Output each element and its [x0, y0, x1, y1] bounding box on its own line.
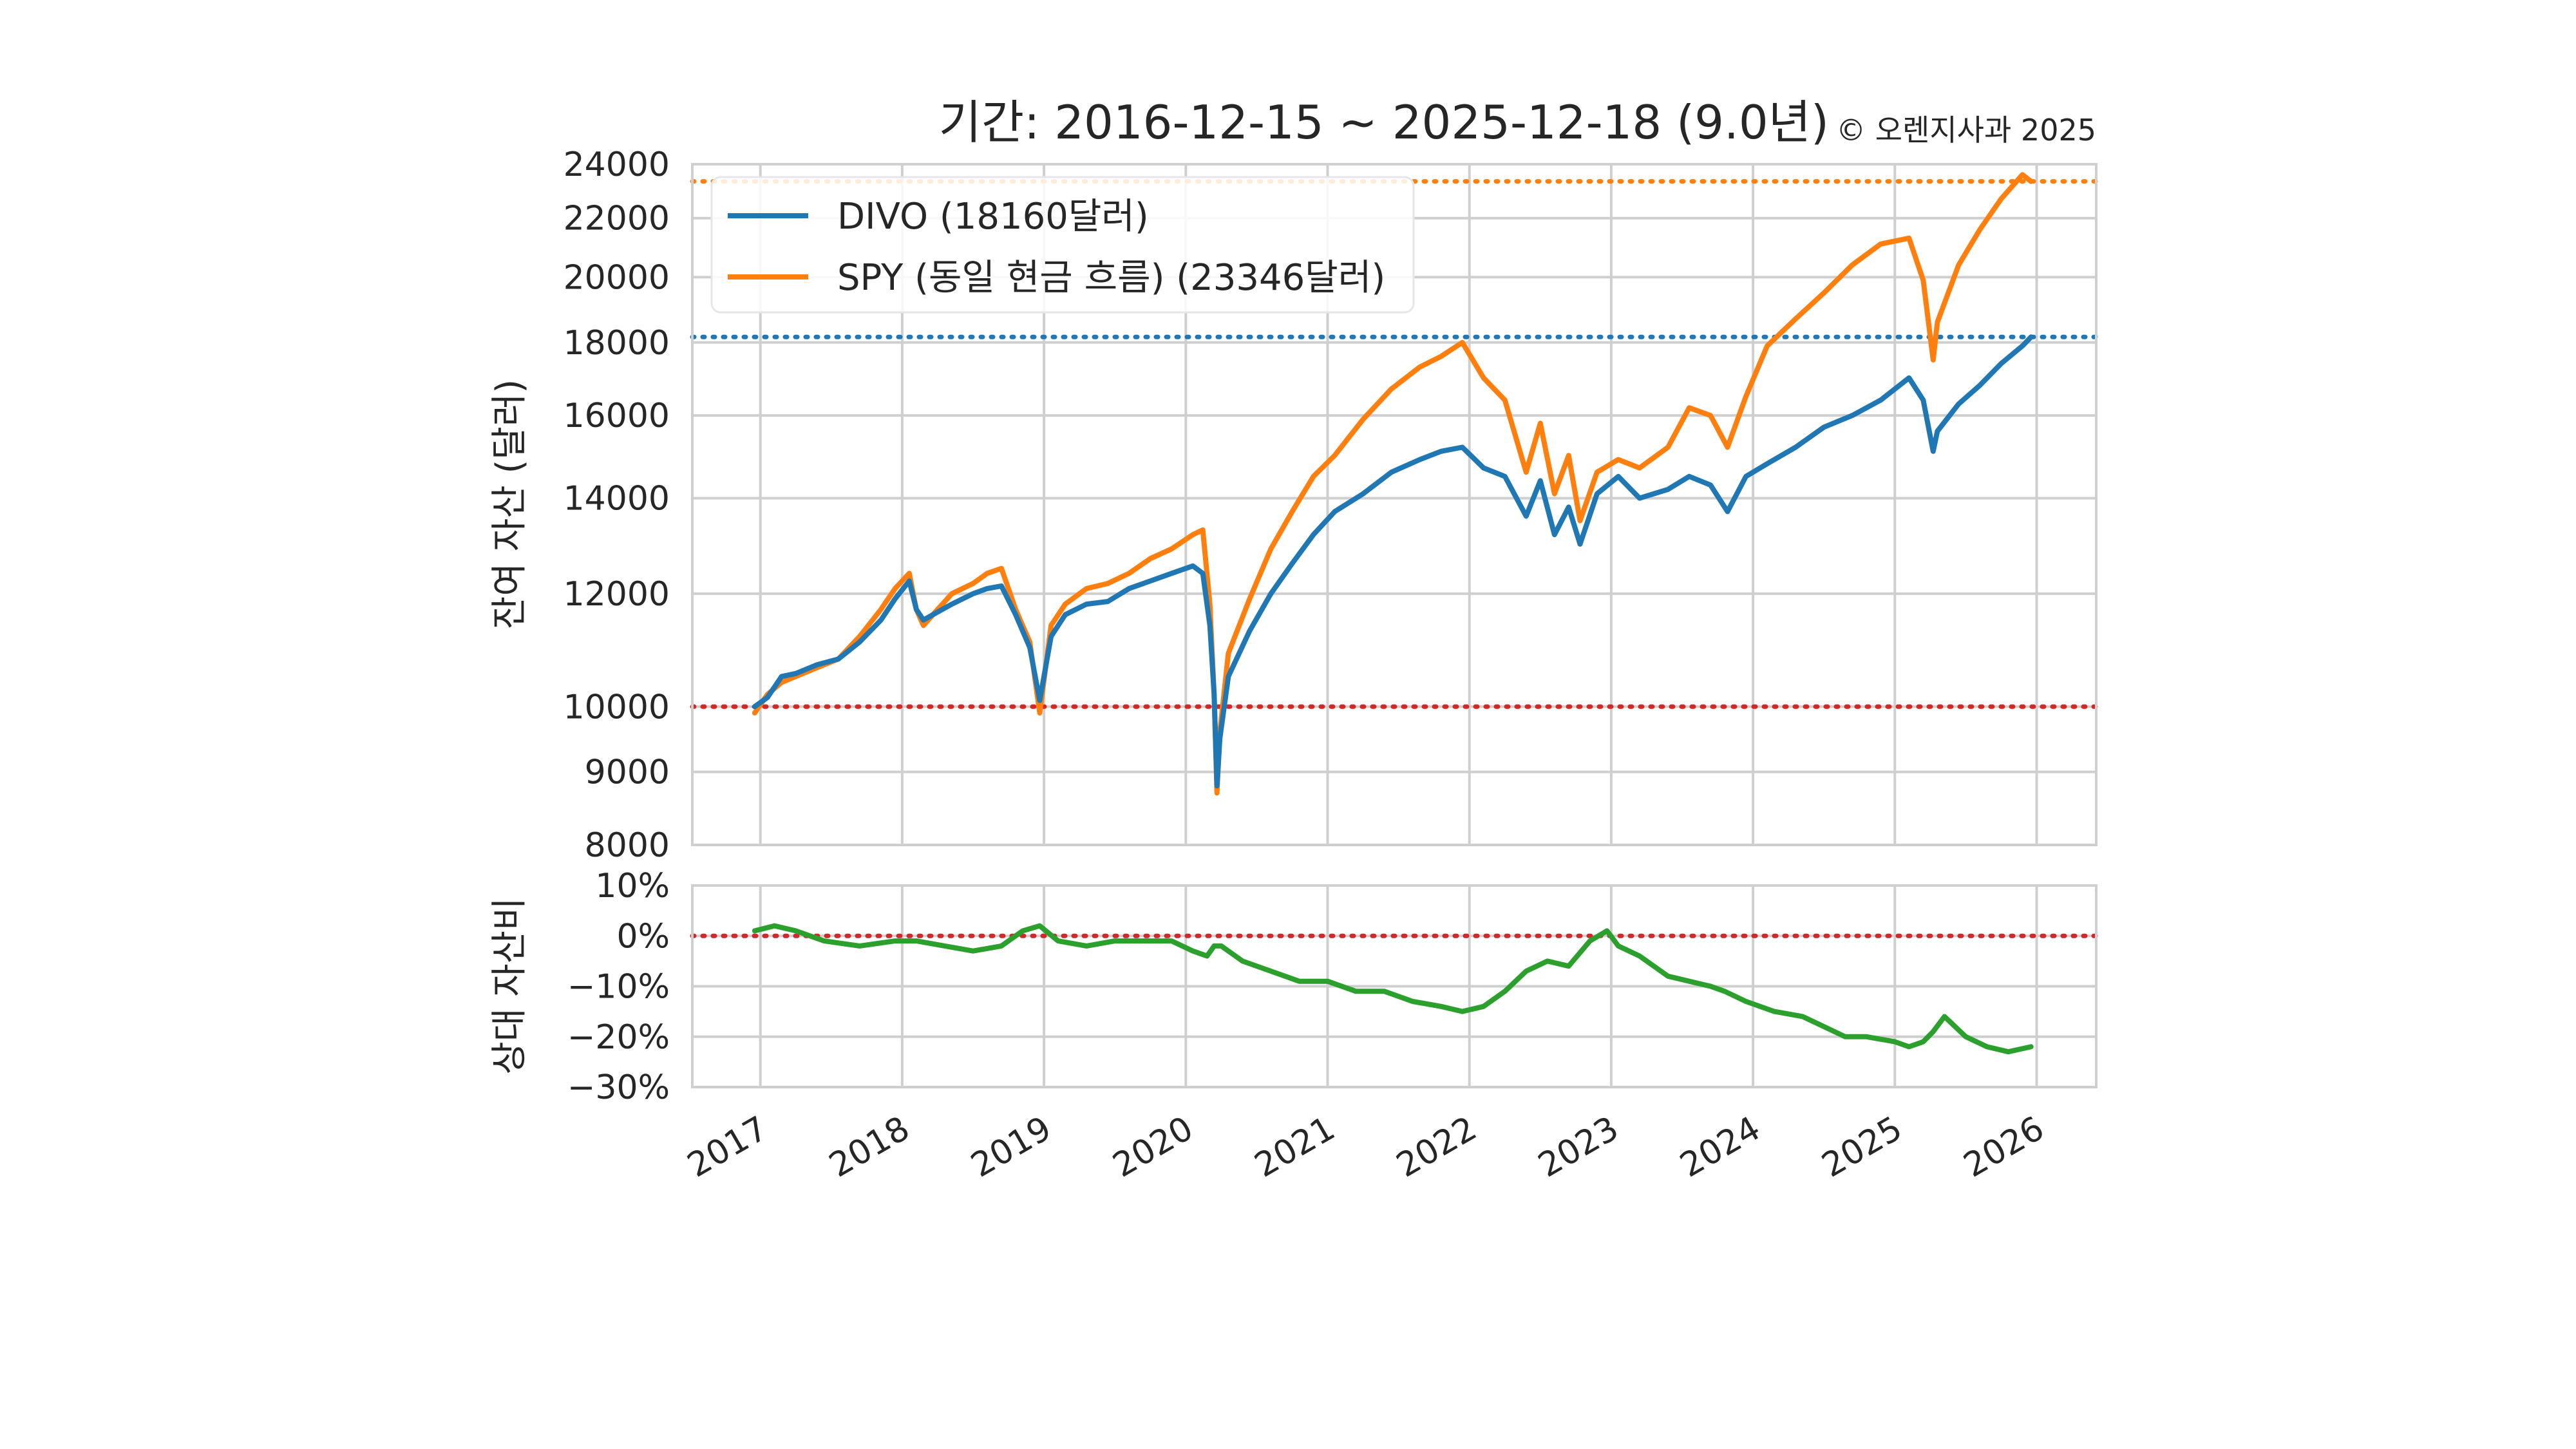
bottom-y-tick-2: −10% — [567, 968, 670, 1007]
top-y-tick-9000: 9000 — [585, 753, 670, 792]
x-tick-2019: 2019 — [965, 1109, 1058, 1185]
x-tick-2026: 2026 — [1957, 1109, 2050, 1185]
legend-box — [710, 176, 1415, 314]
bottom-y-tick-labels: −30% −20% −10% 0% 10% — [567, 867, 670, 1107]
bottom-panel-frame — [691, 884, 2098, 1088]
top-y-tick-10000: 10000 — [564, 688, 670, 726]
top-y-tick-24000: 24000 — [564, 146, 670, 184]
x-tick-2022: 2022 — [1390, 1109, 1484, 1185]
bottom-panel: −30% −20% −10% 0% 10% 상대 자산비 2017 2018 2019 202… — [489, 867, 2099, 1185]
legend-label-divo: DIVO (18160달러) — [837, 196, 1149, 238]
bottom-series-lines — [752, 923, 2034, 1055]
bottom-y-tick-1: −20% — [567, 1018, 670, 1057]
bottom-y-tick-3: 0% — [617, 917, 670, 956]
top-y-tick-labels: 8000 9000 10000 12000 14000 16000 18000 20000 22… — [564, 146, 670, 865]
x-tick-2017: 2017 — [681, 1109, 775, 1185]
x-tick-2025: 2025 — [1815, 1109, 1909, 1185]
top-y-tick-20000: 20000 — [564, 258, 670, 297]
x-tick-2018: 2018 — [823, 1109, 916, 1185]
top-y-tick-8000: 8000 — [585, 826, 670, 865]
series-line-divo — [752, 334, 2034, 789]
top-y-tick-18000: 18000 — [564, 324, 670, 363]
top-y-tick-14000: 14000 — [564, 480, 670, 518]
x-tick-2020: 2020 — [1106, 1109, 1200, 1185]
x-tick-2024: 2024 — [1674, 1109, 1767, 1185]
x-tick-2021: 2021 — [1248, 1109, 1341, 1185]
chart-copyright: © 오렌지사과 2025 — [1836, 113, 2096, 147]
bottom-y-tick-0: −30% — [567, 1068, 670, 1107]
series-line-relative-ratio — [752, 923, 2034, 1055]
chart-title: 기간: 2016-12-15 ~ 2025-12-18 (9.0년) — [939, 95, 1829, 149]
bottom-y-tick-4: 10% — [595, 867, 670, 905]
top-panel: 8000 9000 10000 12000 14000 16000 18000 20000 22… — [489, 146, 2099, 865]
top-y-tick-12000: 12000 — [564, 575, 670, 614]
top-series-lines — [752, 172, 2034, 796]
top-y-axis-label: 잔여 자산 (달러) — [489, 379, 531, 629]
top-y-tick-22000: 22000 — [564, 200, 670, 238]
legend-label-spy: SPY (동일 현금 흐름) (23346달러) — [837, 257, 1385, 299]
x-tick-2023: 2023 — [1532, 1109, 1625, 1185]
top-y-tick-16000: 16000 — [564, 397, 670, 435]
x-tick-labels: 2017 2018 2019 2020 2021 2022 2023 2024 2025 2026 — [681, 1109, 2050, 1185]
bottom-y-axis-label: 상대 자산비 — [489, 897, 531, 1074]
top-panel-frame — [691, 163, 2098, 846]
legend: DIVO (18160달러) SPY (동일 현금 흐름) (23346달러) — [710, 176, 1415, 314]
